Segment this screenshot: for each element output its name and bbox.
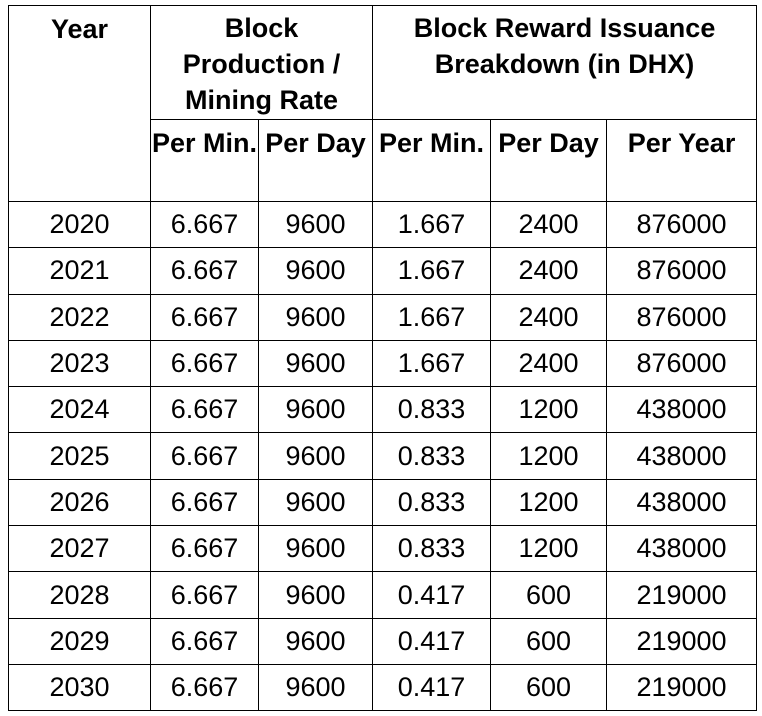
table-header-row: Year Block Production / Mining Rate Bloc… — [8, 5, 758, 202]
cell-mining-per-min: 6.667 — [150, 386, 259, 434]
cell-mining-per-day: 9600 — [257, 617, 374, 665]
cell-year: 2020 — [8, 200, 151, 249]
cell-reward-per-year: 219000 — [606, 571, 758, 619]
table-row: 2020 6.667 9600 1.667 2400 876000 — [8, 200, 758, 249]
table-row: 2027 6.667 9600 0.833 1200 438000 — [8, 525, 758, 573]
cell-reward-per-day: 2400 — [490, 339, 608, 388]
cell-reward-per-min: 1.667 — [372, 293, 492, 341]
cell-reward-per-day: 600 — [490, 663, 608, 712]
header-mining-per-day: Per Day — [257, 119, 374, 202]
table-row: 2030 6.667 9600 0.417 600 219000 — [8, 663, 758, 712]
table-row: 2023 6.667 9600 1.667 2400 876000 — [8, 339, 758, 388]
cell-reward-per-year: 438000 — [606, 386, 758, 434]
cell-reward-per-min: 0.417 — [372, 571, 492, 619]
table-row: 2026 6.667 9600 0.833 1200 438000 — [8, 478, 758, 527]
table-row: 2029 6.667 9600 0.417 600 219000 — [8, 617, 758, 665]
cell-mining-per-min: 6.667 — [150, 478, 259, 527]
cell-year: 2028 — [8, 571, 151, 619]
header-reward-per-year: Per Year — [606, 119, 758, 202]
cell-mining-per-day: 9600 — [257, 200, 374, 249]
cell-mining-per-day: 9600 — [257, 432, 374, 480]
cell-reward-per-min: 0.833 — [372, 386, 492, 434]
cell-mining-per-day: 9600 — [257, 247, 374, 295]
cell-reward-per-day: 1200 — [490, 478, 608, 527]
cell-mining-per-min: 6.667 — [150, 571, 259, 619]
cell-reward-per-day: 1200 — [490, 432, 608, 480]
cell-mining-per-min: 6.667 — [150, 339, 259, 388]
cell-mining-per-min: 6.667 — [150, 663, 259, 712]
header-year: Year — [8, 5, 151, 202]
cell-year: 2026 — [8, 478, 151, 527]
cell-reward-per-day: 2400 — [490, 247, 608, 295]
cell-reward-per-year: 219000 — [606, 617, 758, 665]
cell-reward-per-year: 219000 — [606, 663, 758, 712]
table-row: 2021 6.667 9600 1.667 2400 876000 — [8, 247, 758, 295]
table-row: 2022 6.667 9600 1.667 2400 876000 — [8, 293, 758, 341]
cell-year: 2022 — [8, 293, 151, 341]
cell-mining-per-day: 9600 — [257, 571, 374, 619]
header-reward-per-min: Per Min. — [372, 119, 492, 202]
cell-reward-per-year: 876000 — [606, 293, 758, 341]
cell-reward-per-day: 600 — [490, 617, 608, 665]
cell-mining-per-min: 6.667 — [150, 247, 259, 295]
cell-reward-per-year: 876000 — [606, 200, 758, 249]
cell-reward-per-year: 876000 — [606, 339, 758, 388]
cell-reward-per-min: 0.833 — [372, 432, 492, 480]
cell-reward-per-min: 0.417 — [372, 617, 492, 665]
cell-year: 2027 — [8, 525, 151, 573]
cell-mining-per-day: 9600 — [257, 525, 374, 573]
header-mining-per-min: Per Min. — [150, 119, 259, 202]
cell-mining-per-min: 6.667 — [150, 617, 259, 665]
cell-mining-per-day: 9600 — [257, 663, 374, 712]
cell-reward-per-min: 1.667 — [372, 339, 492, 388]
table-row: 2025 6.667 9600 0.833 1200 438000 — [8, 432, 758, 480]
issuance-table: Year Block Production / Mining Rate Bloc… — [8, 5, 758, 712]
cell-reward-per-day: 1200 — [490, 386, 608, 434]
cell-mining-per-day: 9600 — [257, 478, 374, 527]
cell-mining-per-day: 9600 — [257, 293, 374, 341]
cell-mining-per-min: 6.667 — [150, 200, 259, 249]
cell-mining-per-day: 9600 — [257, 386, 374, 434]
cell-reward-per-year: 438000 — [606, 525, 758, 573]
cell-year: 2025 — [8, 432, 151, 480]
table-row: 2024 6.667 9600 0.833 1200 438000 — [8, 386, 758, 434]
cell-reward-per-min: 1.667 — [372, 247, 492, 295]
cell-reward-per-year: 876000 — [606, 247, 758, 295]
cell-reward-per-min: 0.833 — [372, 478, 492, 527]
cell-reward-per-min: 0.833 — [372, 525, 492, 573]
cell-reward-per-year: 438000 — [606, 478, 758, 527]
cell-reward-per-day: 1200 — [490, 525, 608, 573]
cell-year: 2024 — [8, 386, 151, 434]
cell-year: 2023 — [8, 339, 151, 388]
header-reward-breakdown: Block Reward Issuance Breakdown (in DHX) — [372, 5, 758, 120]
cell-reward-per-min: 0.417 — [372, 663, 492, 712]
table-row: 2028 6.667 9600 0.417 600 219000 — [8, 571, 758, 619]
cell-reward-per-day: 600 — [490, 571, 608, 619]
cell-mining-per-min: 6.667 — [150, 525, 259, 573]
header-mining-rate: Block Production / Mining Rate — [149, 5, 374, 120]
cell-year: 2021 — [8, 247, 151, 295]
cell-year: 2029 — [8, 617, 151, 665]
cell-mining-per-min: 6.667 — [150, 432, 259, 480]
header-reward-per-day: Per Day — [490, 119, 608, 202]
cell-mining-per-day: 9600 — [257, 339, 374, 388]
cell-year: 2030 — [8, 663, 151, 712]
cell-reward-per-day: 2400 — [490, 293, 608, 341]
cell-reward-per-year: 438000 — [606, 432, 758, 480]
table-body: 2020 6.667 9600 1.667 2400 876000 2021 6.667 960… — [8, 200, 758, 712]
cell-mining-per-min: 6.667 — [150, 293, 259, 341]
cell-reward-per-day: 2400 — [490, 200, 608, 249]
cell-reward-per-min: 1.667 — [372, 200, 492, 249]
